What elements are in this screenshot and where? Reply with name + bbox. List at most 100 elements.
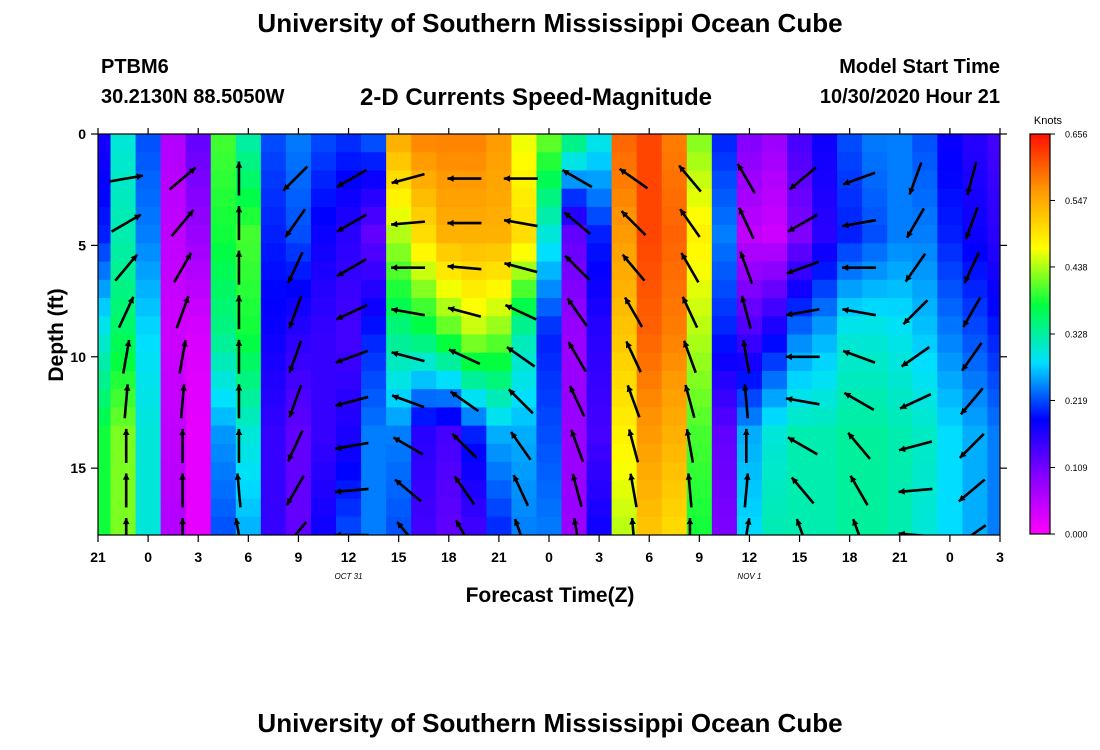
heatmap-cell (160, 389, 187, 409)
current-vector (561, 168, 593, 189)
heatmap-cell (937, 407, 964, 427)
current-vector (282, 165, 309, 192)
heatmap-cell (260, 188, 287, 208)
colorbar-tick-label: 0.547 (1065, 196, 1088, 206)
heatmap-cell (210, 425, 237, 445)
heatmap-cell (711, 425, 738, 445)
heatmap-cell (887, 389, 913, 409)
heatmap-cell (887, 170, 913, 190)
heatmap-cell (937, 261, 964, 281)
current-vector (842, 349, 876, 364)
heatmap-cell (536, 462, 563, 481)
heatmap-cell (962, 170, 989, 190)
current-vector (568, 385, 586, 418)
heatmap-cell (887, 152, 913, 172)
heatmap-cell (98, 279, 112, 299)
heatmap-cell (586, 425, 613, 445)
heatmap-cell (110, 389, 137, 409)
current-vector (513, 518, 523, 535)
heatmap-cell (310, 334, 337, 354)
heatmap-cell (611, 152, 638, 172)
heatmap-cell (386, 152, 412, 172)
heatmap-cell (386, 407, 412, 427)
heatmap-cell (98, 152, 112, 172)
heatmap-cell (210, 206, 237, 226)
heatmap-cell (361, 243, 387, 263)
heatmap-cell (837, 279, 863, 299)
x-tick-label: 18 (441, 549, 457, 565)
heatmap-cell (511, 370, 538, 390)
current-vector (392, 436, 424, 456)
heatmap-cell (812, 389, 838, 409)
heatmap-cell (661, 261, 688, 281)
heatmap-cell (837, 152, 863, 172)
heatmap-cell (285, 225, 312, 244)
heatmap-cell (386, 279, 412, 299)
heatmap-cell (98, 206, 112, 226)
heatmap-cell (336, 352, 362, 372)
heatmap-cell (661, 134, 688, 153)
heatmap-cell (310, 316, 337, 336)
heatmap-cell (937, 243, 964, 263)
heatmap-cell (336, 279, 362, 299)
heatmap-cell (336, 206, 362, 226)
heatmap-cell (210, 225, 237, 244)
x-axis-label: Forecast Time(Z) (465, 584, 635, 607)
heatmap-cell (536, 407, 563, 427)
heatmap-cell (310, 243, 337, 263)
heatmap-cell (285, 170, 312, 190)
heatmap-cell (837, 298, 863, 317)
heatmap-cell (812, 134, 838, 153)
heatmap-cell (235, 134, 262, 153)
heatmap-cell (135, 298, 162, 317)
current-vector (122, 518, 130, 535)
current-vector (627, 429, 640, 463)
heatmap-cell (636, 279, 663, 299)
heatmap-cell (661, 498, 688, 518)
heatmap-cell (711, 225, 738, 244)
heatmap-cell (235, 462, 262, 481)
heatmap-cell (210, 443, 237, 463)
heatmap-cell (636, 334, 663, 354)
heatmap-cell (962, 407, 989, 427)
heatmap-cell (937, 516, 964, 535)
heatmap-cell (361, 516, 387, 535)
heatmap-cell (937, 389, 964, 409)
heatmap-cell (862, 316, 888, 336)
heatmap-cell (686, 206, 713, 226)
heatmap-cell (736, 443, 763, 463)
heatmap-cell (336, 188, 362, 208)
heatmap-cell (962, 370, 989, 390)
heatmap-cell (862, 243, 888, 263)
current-vector (571, 473, 583, 508)
heatmap-cell (636, 480, 663, 500)
heatmap-cell (486, 389, 513, 409)
heatmap-cell (862, 407, 888, 427)
heatmap-cell (486, 298, 513, 317)
plot-title: 2-D Currents Speed-Magnitude (360, 84, 713, 111)
heatmap-cell (110, 407, 137, 427)
heatmap-cell (686, 170, 713, 190)
heatmap-cell (436, 407, 462, 427)
heatmap-cell (310, 170, 337, 190)
current-vector (843, 391, 875, 411)
model-start-label: Model Start Time (839, 56, 1000, 78)
x-tick-label: 9 (695, 549, 703, 565)
heatmap-cell (937, 370, 964, 390)
heatmap-cell (586, 261, 613, 281)
heatmap-cell (761, 188, 788, 208)
heatmap-cell (285, 134, 312, 153)
colorbar-title: Knots (1034, 115, 1063, 127)
heatmap-cell (486, 225, 513, 244)
heatmap-cell (461, 261, 487, 281)
heatmap-cell (862, 425, 888, 445)
heatmap-cell (110, 188, 137, 208)
current-vector (567, 341, 587, 373)
heatmap-cell (235, 243, 262, 263)
heatmap-cell (661, 425, 688, 445)
heatmap-cell (636, 134, 663, 153)
heatmap-cell (185, 443, 212, 463)
heatmap-cell (511, 462, 538, 481)
heatmap-cell (361, 352, 387, 372)
heatmap-cell (436, 206, 462, 226)
